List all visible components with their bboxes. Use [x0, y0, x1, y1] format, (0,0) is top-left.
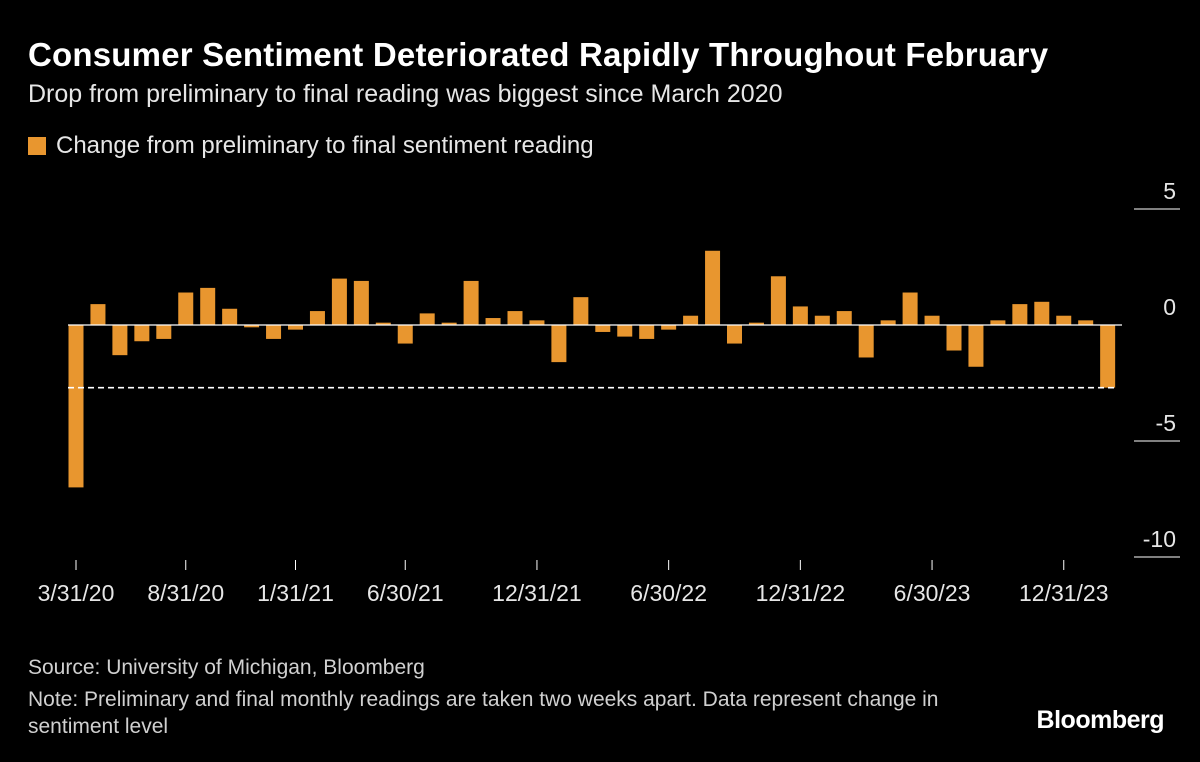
bar	[792, 306, 808, 325]
bar	[661, 325, 677, 330]
bar	[990, 320, 1006, 325]
bar	[595, 325, 611, 332]
bar	[880, 320, 896, 325]
bar	[156, 325, 172, 339]
bar	[222, 308, 238, 325]
bar	[200, 287, 216, 325]
bar	[397, 325, 413, 344]
legend-label: Change from preliminary to final sentime…	[56, 132, 594, 159]
bar	[112, 325, 128, 356]
bar	[507, 311, 523, 325]
x-tick-label: 6/30/21	[367, 580, 444, 606]
bar	[90, 304, 106, 325]
legend-swatch	[28, 137, 46, 155]
bar	[727, 325, 742, 344]
bar	[748, 322, 764, 325]
bar	[441, 322, 457, 325]
bloomberg-logo: Bloomberg	[1036, 706, 1165, 734]
bar	[814, 315, 830, 325]
bar	[266, 325, 282, 339]
x-tick-label: 12/31/21	[492, 580, 582, 606]
bar	[924, 315, 940, 325]
bar	[683, 315, 699, 325]
bar	[1012, 304, 1028, 325]
y-tick-label: -10	[1143, 526, 1176, 552]
bar	[1100, 325, 1116, 388]
bar-chart: 5 0 -5 -10 3/31/20 8/31/20 1/31/21 6/30/21 12/31…	[38, 178, 1180, 606]
bar	[134, 325, 150, 342]
bar	[1078, 320, 1094, 325]
x-tick-label: 12/31/23	[1019, 580, 1109, 606]
bar	[353, 280, 369, 325]
y-tick-label: 0	[1163, 294, 1176, 320]
bar	[331, 278, 347, 325]
bar	[529, 320, 545, 325]
x-tick-label: 6/30/23	[894, 580, 971, 606]
bar	[968, 325, 984, 367]
bar	[617, 325, 633, 337]
bar	[68, 325, 84, 488]
legend: Change from preliminary to final sentime…	[28, 132, 594, 160]
bar	[419, 313, 435, 325]
x-tick-label: 6/30/22	[630, 580, 707, 606]
source-text: Source: University of Michigan, Bloomber…	[28, 656, 425, 679]
chart-subtitle: Drop from preliminary to final reading w…	[28, 80, 783, 108]
bar	[309, 311, 325, 325]
y-tick-label: 5	[1163, 178, 1176, 204]
bar	[1034, 301, 1050, 325]
bar	[463, 280, 479, 325]
bar	[288, 325, 303, 330]
bar	[1056, 315, 1072, 325]
x-tick-label: 12/31/22	[756, 580, 846, 606]
bar	[244, 325, 260, 328]
bar	[551, 325, 567, 363]
x-tick-label: 1/31/21	[257, 580, 334, 606]
bar	[705, 250, 721, 325]
x-tick-label: 8/31/20	[147, 580, 224, 606]
bar	[946, 325, 962, 351]
bar	[178, 292, 194, 325]
bar	[485, 318, 501, 325]
bar	[639, 325, 655, 339]
x-tick-label: 3/31/20	[38, 580, 115, 606]
y-tick-label: -5	[1156, 410, 1176, 436]
bar	[573, 297, 589, 325]
bar	[770, 276, 786, 325]
bar	[902, 292, 918, 325]
note-text: Note: Preliminary and final monthly read…	[28, 688, 939, 738]
chart-title: Consumer Sentiment Deteriorated Rapidly …	[28, 36, 1049, 73]
bar	[836, 311, 852, 325]
bar	[858, 325, 874, 358]
bar	[375, 322, 391, 325]
